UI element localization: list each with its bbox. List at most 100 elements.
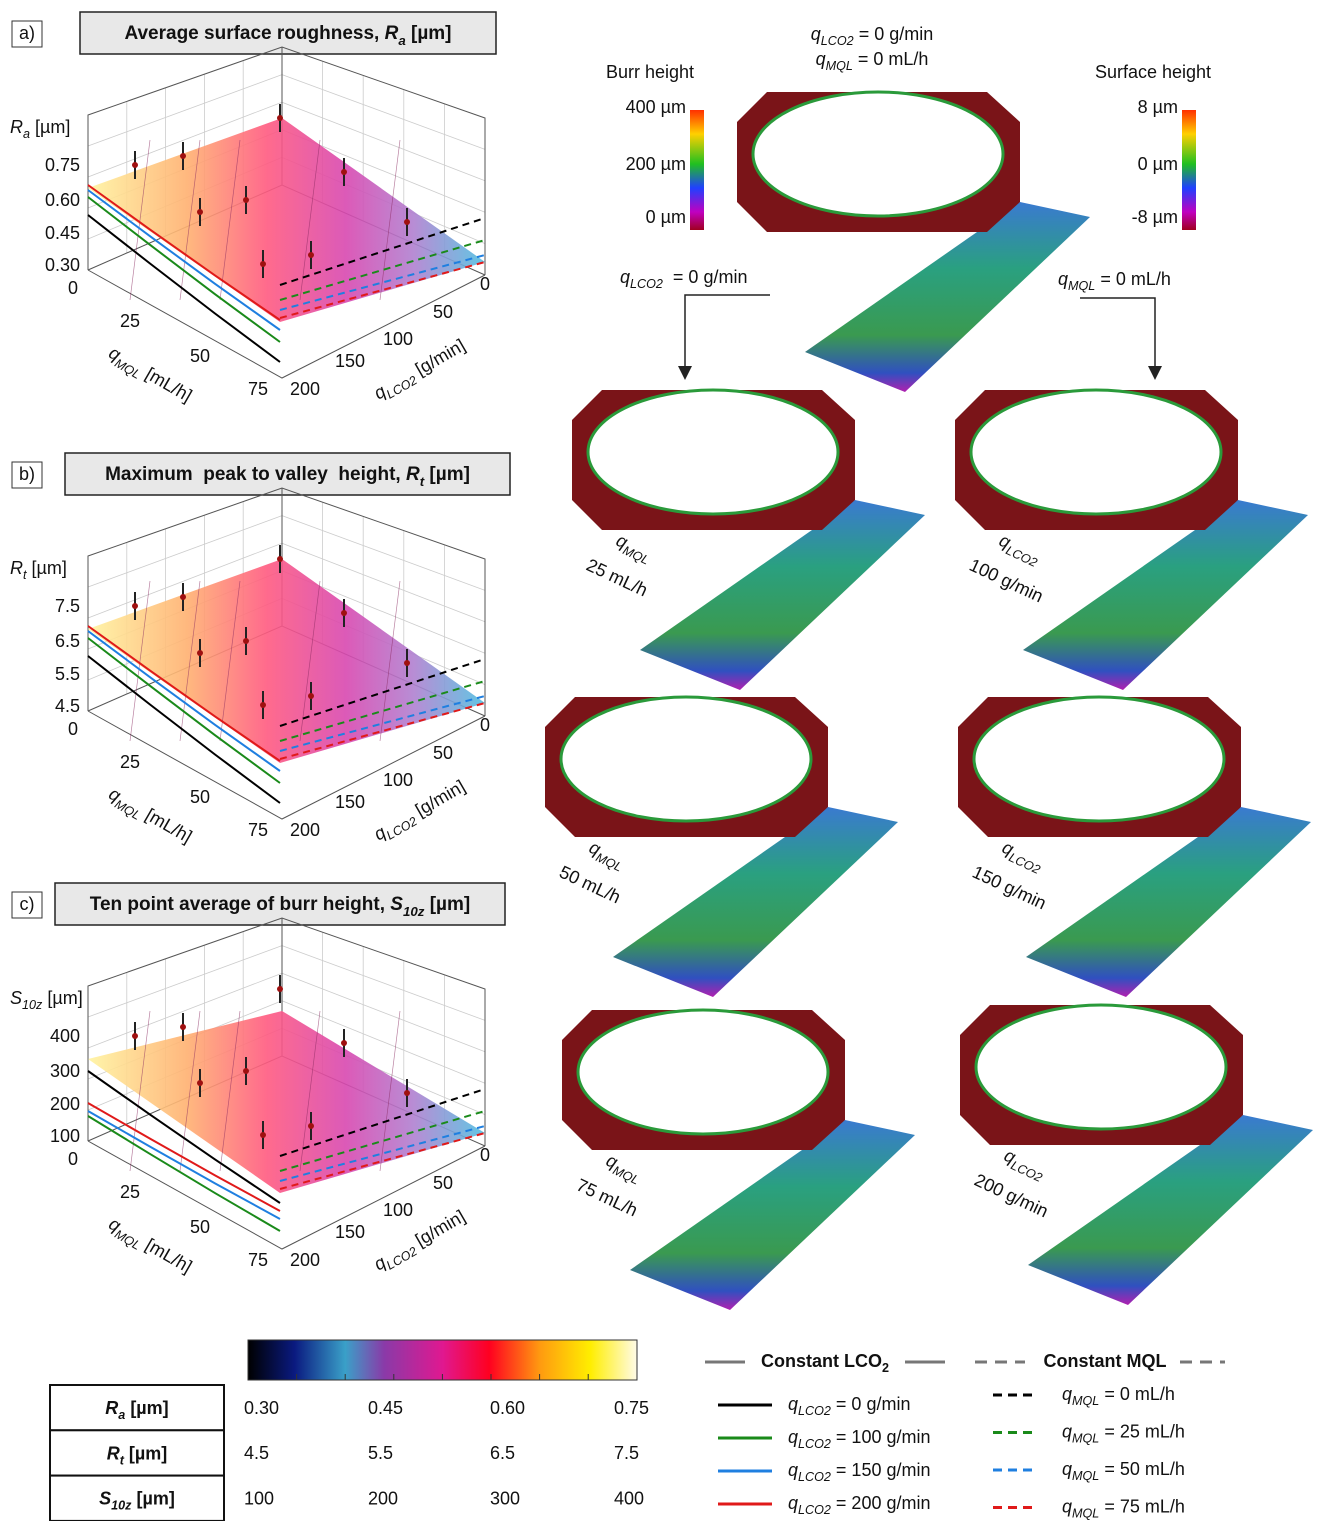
table-row-label: S10z [µm] — [99, 1488, 175, 1513]
text-part: [µm] — [30, 117, 70, 137]
legend-entry: qMQL = 50 mL/h — [1062, 1459, 1185, 1484]
y-tick-label: 200 — [290, 820, 320, 840]
table-value: 4.5 — [244, 1443, 269, 1463]
text-part: = 150 g/min — [831, 1460, 931, 1480]
box-floor — [87, 1140, 486, 1250]
data-dot — [260, 261, 266, 267]
text-part: R — [385, 23, 399, 44]
table-cell — [49, 1384, 225, 1432]
solid-line — [87, 196, 281, 343]
data-dot — [243, 197, 249, 203]
text-part: R — [10, 558, 23, 578]
text-part: MQL — [610, 1164, 641, 1188]
text-part: MQL — [826, 59, 853, 73]
table-value: 200 — [368, 1488, 398, 1508]
data-dot — [277, 986, 283, 992]
arrow-label: qLCO2 = 0 g/min — [620, 267, 747, 292]
grid-line — [87, 74, 283, 147]
text-part: q — [620, 267, 630, 287]
scale-bar — [1182, 110, 1196, 230]
text-part: a — [118, 1408, 125, 1422]
scale-title: Surface height — [1095, 62, 1211, 82]
grid-line — [281, 515, 486, 591]
solid-line — [87, 1102, 281, 1212]
scale-bar — [690, 110, 704, 230]
text-part: t — [23, 568, 27, 582]
table-value: 5.5 — [368, 1443, 393, 1463]
contour — [379, 580, 401, 742]
grid-line — [87, 515, 283, 588]
scale-tick-label: 8 µm — [1138, 97, 1178, 117]
data-dot — [341, 169, 347, 175]
solid-line — [87, 184, 281, 321]
text-part: LCO2 — [798, 1470, 831, 1484]
surface — [88, 118, 485, 322]
scan-caption: qMQL — [611, 530, 655, 568]
data-dot — [308, 1123, 314, 1129]
scan-bore — [972, 695, 1226, 823]
panel-title: Maximum peak to valley height, Rt [µm] — [105, 464, 470, 489]
text-part: q — [811, 24, 821, 44]
text-part: [µm] — [424, 464, 470, 485]
text-part: [µm] — [406, 23, 452, 44]
data-dot — [243, 1068, 249, 1074]
scan-strip — [1023, 500, 1308, 690]
box-floor — [87, 710, 486, 820]
data-dot — [180, 594, 186, 600]
z-tick-label: 200 — [50, 1094, 80, 1114]
text-part: q — [1062, 1459, 1072, 1479]
x-axis-label: qMQL [mL/h] — [103, 783, 195, 850]
data-dot — [180, 153, 186, 159]
data-dot — [277, 556, 283, 562]
text-part: = 100 g/min — [831, 1427, 931, 1447]
text-part: q — [1058, 269, 1068, 289]
arrow-head — [1148, 366, 1162, 380]
data-dot — [132, 162, 138, 168]
y-tick-label: 100 — [383, 1200, 413, 1220]
scan-strip — [805, 202, 1090, 392]
text-part: [mL/h] — [138, 361, 196, 406]
scan-bore — [586, 388, 840, 516]
text-part: q — [1062, 1421, 1072, 1441]
reference-label: qLCO2 = 0 g/min — [811, 24, 933, 49]
grid-line — [281, 542, 486, 623]
panel-label-box — [11, 891, 43, 919]
text-part: MQL — [112, 356, 143, 382]
table-cell — [49, 1429, 225, 1477]
data-dot — [277, 115, 283, 121]
table-value: 7.5 — [614, 1443, 639, 1463]
z-tick-label: 400 — [50, 1026, 80, 1046]
data-dot — [341, 610, 347, 616]
solid-line — [87, 1070, 281, 1204]
data-dot — [197, 1080, 203, 1086]
scan-strip — [640, 500, 925, 690]
text-part: R — [105, 1398, 118, 1418]
data-dot — [404, 1090, 410, 1096]
text-part: LCO2 — [798, 1437, 831, 1451]
text-part: q — [1062, 1384, 1072, 1404]
x-tick-label: 25 — [120, 311, 140, 331]
scan-bore — [751, 90, 1005, 218]
contour — [219, 1010, 241, 1172]
text-part: = 0 g/min — [831, 1394, 911, 1414]
data-dot — [260, 702, 266, 708]
text-part: Constant LCO — [761, 1351, 882, 1371]
text-part: [µm] — [42, 988, 82, 1008]
text-part: q — [788, 1427, 798, 1447]
data-dot — [260, 1132, 266, 1138]
scan-caption: qMQL — [601, 1150, 645, 1188]
text-part: MQL — [1072, 1432, 1099, 1446]
arrow-head — [678, 366, 692, 380]
y-tick-label: 0 — [480, 1145, 490, 1165]
text-part: Constant MQL — [1044, 1351, 1167, 1371]
data-dot — [197, 650, 203, 656]
x-tick-label: 50 — [190, 346, 210, 366]
text-part: [mL/h] — [138, 1232, 196, 1277]
x-axis-label: qMQL [mL/h] — [103, 342, 195, 409]
scan-caption: qLCO2 — [994, 530, 1043, 570]
text-part: q — [816, 49, 826, 69]
text-part: LCO2 — [630, 277, 663, 291]
scan-bore — [974, 1003, 1228, 1131]
scale-tick-label: 200 µm — [626, 154, 686, 174]
reference-label: qMQL = 0 mL/h — [816, 49, 929, 74]
